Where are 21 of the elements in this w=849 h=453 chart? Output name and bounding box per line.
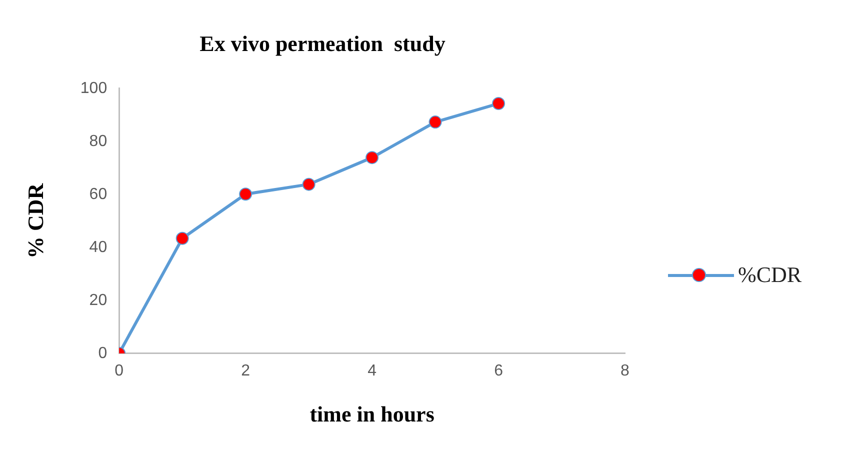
point [302,178,316,191]
y-axis-title: % CDR [22,182,48,258]
x-tick-label: 8 [620,362,630,380]
x-tick-label: 2 [241,362,250,380]
y-tick-label: 100 [80,80,108,97]
point [239,188,252,201]
y-tick-label: 0 [98,344,108,362]
point [492,97,506,110]
chart-title: Ex vivo permeation study [200,30,446,56]
y-tick-label: 20 [89,292,108,309]
y-tick-label: 80 [89,132,108,150]
point [366,151,379,164]
legend-label: %CDR [738,262,802,288]
point [176,232,189,245]
x-axis-title: time in hours [310,401,435,426]
y-tick-label: 60 [89,186,108,203]
x-tick-label: 4 [368,362,377,380]
x-tick-label: 6 [494,362,504,380]
x-tick-label: 0 [114,362,124,380]
point [428,116,442,129]
y-tick-label: 40 [89,238,108,256]
